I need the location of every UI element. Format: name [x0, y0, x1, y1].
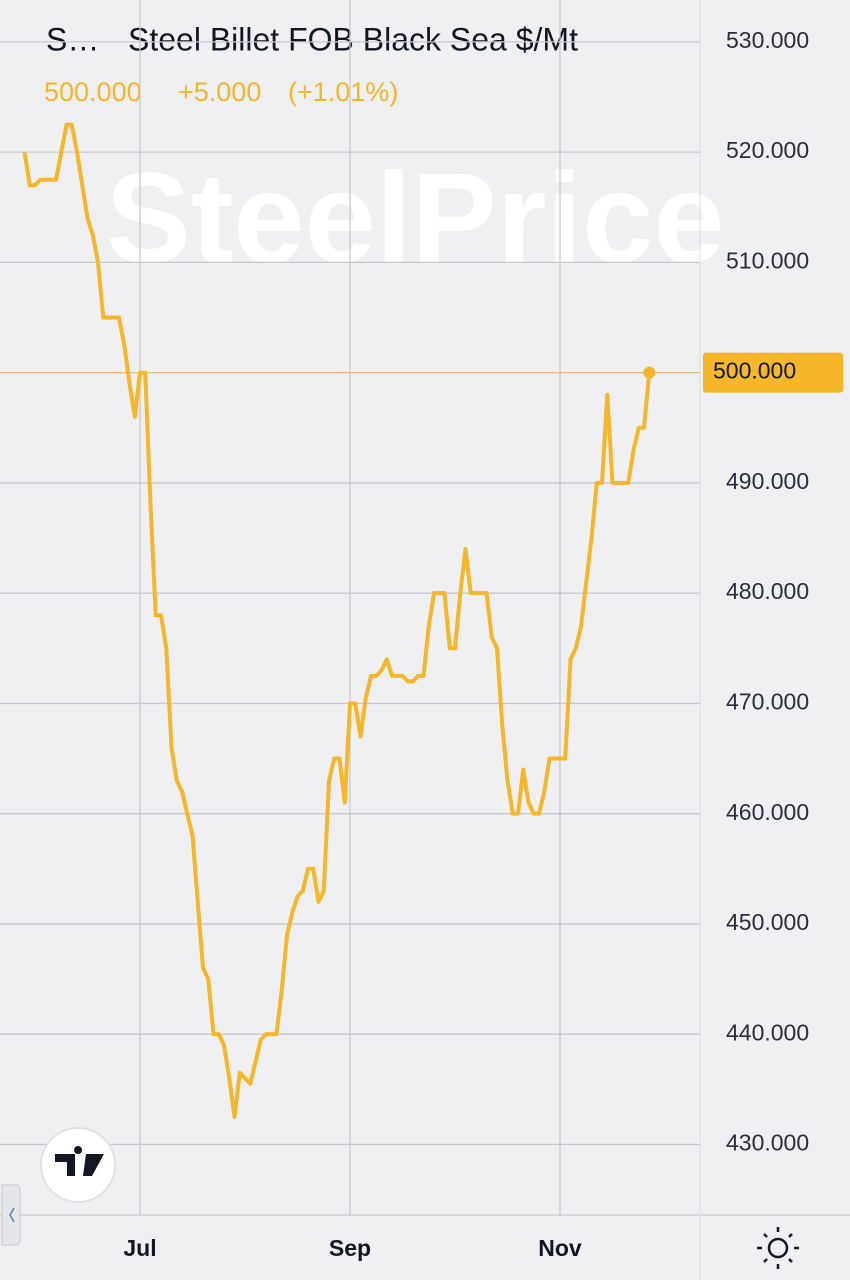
y-tick-label: 450.000 [726, 909, 809, 935]
y-tick-label: 520.000 [726, 137, 809, 163]
x-tick-label: Sep [329, 1235, 371, 1261]
x-tick-label: Jul [123, 1235, 156, 1261]
y-tick-label: 480.000 [726, 578, 809, 604]
price-line [22, 122, 652, 1119]
settings-icon[interactable] [757, 1227, 799, 1269]
logo-mark [55, 1146, 104, 1176]
symbol: S… [46, 21, 99, 57]
y-tick-label: 460.000 [726, 799, 809, 825]
last-value: 500.000 [44, 77, 142, 107]
sun-rays [757, 1227, 799, 1269]
side-tab[interactable] [1, 1184, 21, 1246]
price-label-box [703, 352, 843, 393]
logo[interactable] [40, 1127, 116, 1203]
change-pct: (+1.01%) [288, 77, 398, 107]
y-tick-label: 530.000 [726, 27, 809, 53]
logo-circle[interactable] [40, 1127, 116, 1203]
price-label: 500.000 [713, 358, 796, 384]
sun-core [767, 1237, 789, 1259]
y-tick-label: 490.000 [726, 468, 809, 494]
chart-title: Steel Billet FOB Black Sea $/Mt [128, 21, 578, 57]
y-tick-label: 440.000 [726, 1019, 809, 1045]
y-tick-label: 430.000 [726, 1130, 809, 1156]
plot: 430.000 440.000 450.000 460.000 470.000 480.0… [0, 0, 843, 1261]
last-point [643, 366, 656, 379]
y-tick-label: 510.000 [726, 247, 809, 273]
watermark: SteelPrice [105, 147, 724, 290]
change: +5.000 [178, 77, 261, 107]
x-tick-label: Nov [538, 1235, 582, 1261]
side-tab-arrow [9, 1207, 15, 1223]
y-tick-label: 470.000 [726, 688, 809, 714]
